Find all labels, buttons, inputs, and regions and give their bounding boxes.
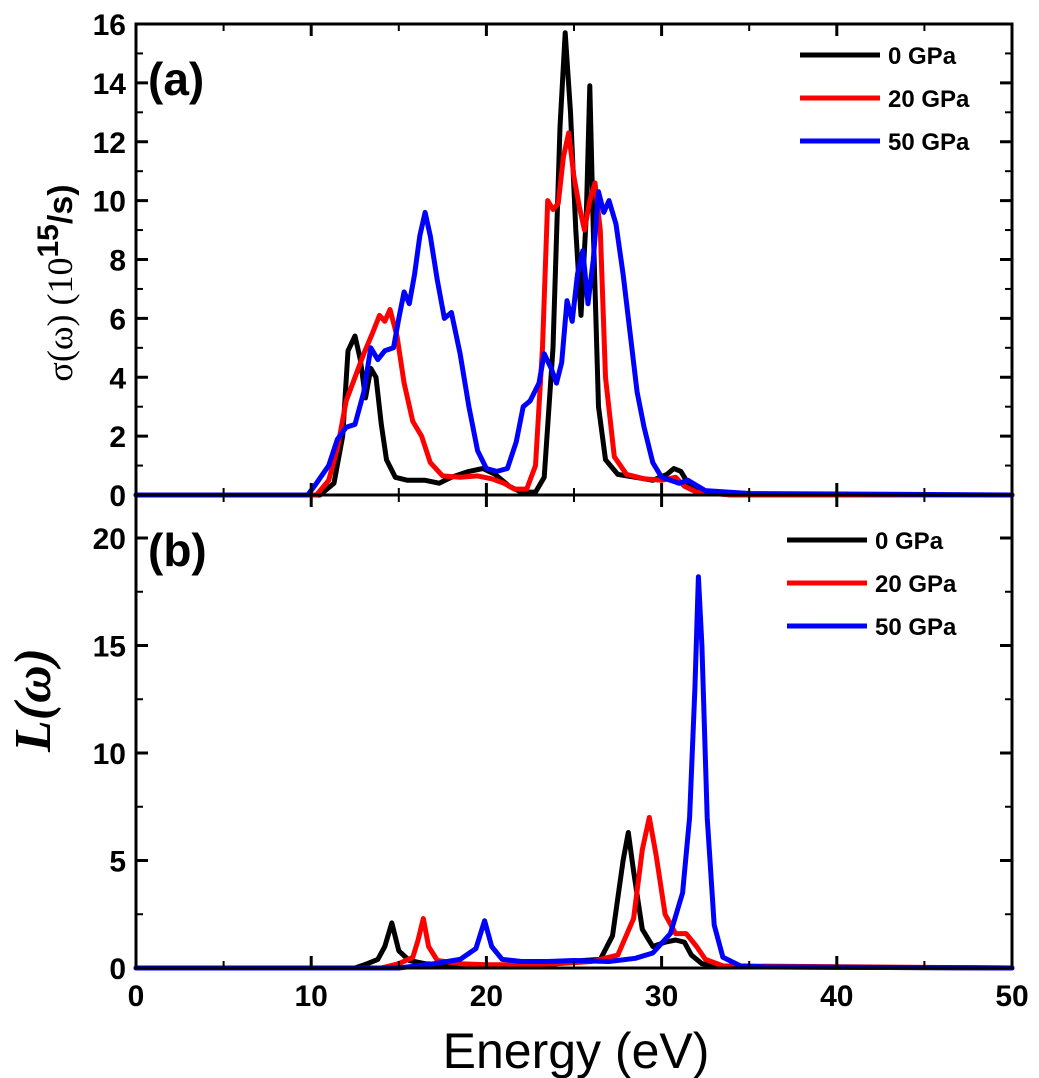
panel-a-legend-label: 20 GPa [888,86,970,113]
panel-b-x-tick-label: 50 [995,980,1028,1013]
panel-a-axes: 0 2 4 6 8 10 12 14 16 [93,9,1014,513]
panel-b-y-tick-label: 5 [109,846,126,879]
panel-a-y-axis-label-prefix: σ(ω) (10 [40,257,80,381]
panel-a-y-tick-label: 0 [109,480,126,513]
panel-a-legend-label: 50 GPa [888,129,970,156]
panel-a-y-tick-label: 12 [93,127,126,160]
panel-a-legend: 0 GPa 20 GPa 50 GPa [800,43,970,156]
panel-b-x-tick-label: 20 [470,980,503,1013]
panel-a-y-tick-label: 8 [109,245,126,278]
panel-b-y-tick-label: 10 [93,738,126,771]
panel-b-x-tick-label: 10 [295,980,328,1013]
panel-b-x-tick-label: 40 [820,980,853,1013]
x-axis-label: Energy (eV) [443,1023,710,1078]
panel-a-y-axis-label-unit: /s) [42,184,80,224]
panel-b-y-tick-label: 0 [109,953,126,986]
panel-a-series [133,30,1015,498]
panel-b-y-axis-label: L(ω) [5,648,62,753]
panel-b-y-tick-label: 20 [93,523,126,556]
panel-b-label: (b) [148,524,207,576]
panel-a-label: (a) [148,53,204,105]
panel-b-legend-label: 0 GPa [875,528,944,555]
panel-b-x-tick-label: 0 [128,980,145,1013]
panel-a-y-tick-label: 6 [109,303,126,336]
panel-b-legend: 0 GPa 20 GPa 50 GPa [787,528,957,641]
panel-a-line-50-gpa [133,189,1015,498]
panel-b-legend-label: 50 GPa [875,614,957,641]
panel-b: 0 5 10 15 20 0 10 20 30 40 50 (b) 0 GPa 20 GPa 50 GP… [5,493,1029,1078]
panel-b-y-tick-label: 15 [93,631,126,664]
panel-a-legend-label: 0 GPa [888,43,957,70]
panel-b-axes: 0 5 10 15 20 0 10 20 30 40 50 [93,493,1029,1013]
panel-b-legend-label: 20 GPa [875,571,957,598]
panel-a-y-axis-label: σ(ω) (1015/s) [32,184,80,381]
panel-a-y-tick-label: 2 [109,421,126,454]
panel-a-y-tick-label: 16 [93,9,126,42]
panel-b-series [133,574,1015,971]
panel-a-y-axis-label-exponent: 15 [32,224,65,257]
panel-a-y-tick-label: 10 [93,186,126,219]
panel-b-x-tick-label: 30 [645,980,678,1013]
panel-a-y-tick-label: 14 [93,68,127,101]
panel-b-line-50-gpa [133,574,1015,971]
panel-a: 0 2 4 6 8 10 12 14 16 (a) 0 GPa 20 GPa 50 GPa σ(ω)… [32,9,1015,513]
panel-a-y-tick-label: 4 [109,362,126,395]
panel-a-line-20-gpa [133,130,1015,498]
